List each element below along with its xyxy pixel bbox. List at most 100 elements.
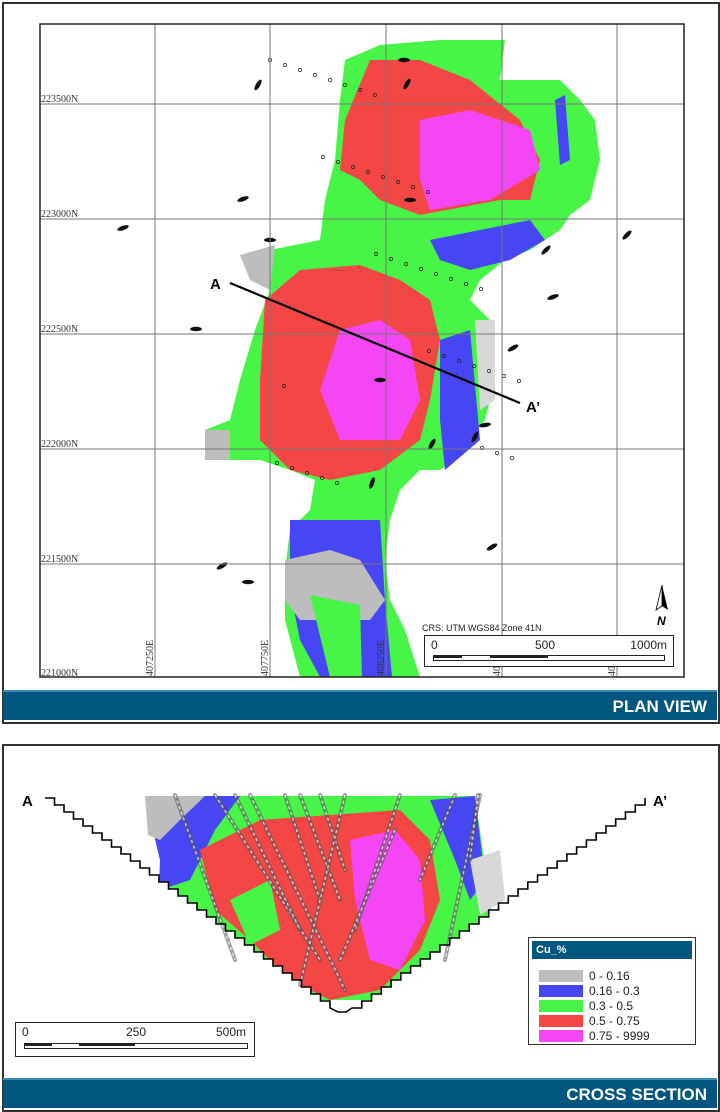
drillhole-collar — [374, 377, 386, 383]
drillhole-collar — [320, 476, 324, 480]
cross-section-banner: CROSS SECTION — [3, 1078, 717, 1108]
legend-label: 0.5 - 0.75 — [589, 1013, 640, 1028]
plan-view-banner: PLAN VIEW — [3, 690, 717, 720]
legend-label: 0.75 - 9999 — [589, 1028, 650, 1043]
section-magenta — [350, 830, 425, 970]
north-arrow-icon: N — [655, 584, 668, 628]
section-green-patch — [230, 880, 280, 945]
northing-label: 3221500N — [36, 554, 78, 565]
zone-blue-ne — [555, 95, 570, 165]
easting-label: 40 — [607, 666, 618, 676]
zone-magenta-south — [320, 320, 420, 440]
drillhole-collar — [517, 379, 521, 383]
plan-map[interactable]: 3223500N 3223000N 3222500N 3222000N 3221… — [36, 24, 684, 679]
map-frame — [39, 23, 685, 678]
legend-label: 0 - 0.16 — [589, 968, 630, 983]
section-gray — [145, 796, 205, 840]
drillhole-collar — [457, 359, 461, 363]
drillhole-collar — [336, 160, 340, 164]
easting-labels: 407250E 407750E 408250E 40 40 — [145, 640, 618, 676]
crs-label: CRS: UTM WGS84 Zone 41N — [422, 623, 542, 633]
drillhole-collar — [471, 431, 479, 443]
drillhole-trace — [234, 794, 301, 931]
legend-item: 0.3 - 0.5 — [539, 998, 695, 1013]
drillhole-collar — [479, 422, 491, 428]
map-grid — [40, 24, 684, 677]
legend-swatch — [539, 999, 583, 1012]
northing-label: 3223000N — [36, 209, 78, 220]
block-model-plan — [205, 40, 600, 677]
easting-label: 40 — [492, 666, 503, 676]
zone-gray-west — [205, 430, 230, 460]
cross-section-start-label: A — [22, 793, 33, 810]
drillhole-collar — [373, 93, 377, 97]
drillhole-collar — [427, 349, 431, 353]
drillhole-collar — [275, 461, 279, 465]
drillhole-collar — [389, 257, 393, 261]
legend-item: 0.5 - 0.75 — [539, 1013, 695, 1028]
drillhole-trace — [174, 794, 236, 961]
drillhole-collar — [321, 155, 325, 159]
cross-section-panel — [2, 744, 720, 1112]
drillhole-trace — [469, 794, 479, 861]
legend-swatch — [539, 1029, 583, 1042]
scale-label: 250 — [126, 1025, 147, 1039]
zone-magenta-north — [420, 110, 540, 210]
zone-green-south — [310, 595, 362, 677]
scale-label: 0 — [431, 638, 438, 652]
drillhole-collar — [242, 579, 254, 585]
drillhole-collar — [216, 562, 228, 570]
plan-scale-bar: 0 500 1000m — [424, 635, 674, 667]
drillhole-collar — [419, 267, 423, 271]
legend-title: Cu_% — [532, 941, 692, 959]
drillhole-collar — [343, 83, 347, 87]
section-line[interactable] — [229, 281, 521, 405]
drillhole-collar — [237, 196, 249, 202]
plan-view-panel — [2, 2, 720, 724]
drillhole-trace — [418, 793, 457, 882]
drillhole-collar — [404, 262, 408, 266]
drillhole-collar — [403, 78, 411, 90]
northing-labels: 3223500N 3223000N 3222500N 3222000N 3221… — [36, 94, 78, 679]
drillhole-collar — [510, 456, 514, 460]
legend-label: 0.3 - 0.5 — [589, 998, 634, 1013]
drillhole-collar — [434, 272, 438, 276]
drillhole-collar — [369, 477, 375, 489]
zone-blue-mid — [440, 330, 480, 470]
drillhole-collar — [486, 543, 498, 551]
drillhole-collar — [396, 180, 400, 184]
legend-swatch — [539, 1014, 583, 1027]
drillhole-trace — [214, 794, 321, 961]
scale-label: 500 — [535, 638, 556, 652]
drillhole-collar — [480, 446, 484, 450]
drillhole-collar — [254, 79, 262, 91]
drillhole-collar — [282, 384, 286, 388]
section-start-label: A — [210, 276, 221, 293]
drillhole-collar — [442, 354, 446, 358]
zone-blue-east — [430, 220, 545, 270]
scale-label: 0 — [22, 1025, 29, 1039]
drillhole-collar — [622, 230, 632, 240]
drillhole-collar — [479, 287, 483, 291]
section-end-label: A’ — [526, 399, 540, 416]
drillhole-collar — [117, 225, 129, 231]
drillhole-collar — [502, 374, 506, 378]
drillhole-trace — [319, 794, 346, 871]
drillhole-collar — [411, 185, 415, 189]
drillhole-collar — [351, 165, 355, 169]
drillholes-section — [173, 793, 482, 992]
drillhole-trace — [444, 794, 481, 961]
scale-label: 500m — [215, 1025, 246, 1039]
drillhole-trace — [338, 828, 397, 962]
block-model-section — [145, 796, 505, 1000]
drillhole-collar — [541, 245, 551, 255]
drillhole-collar — [449, 277, 453, 281]
drillhole-collar — [547, 294, 559, 300]
northing-label: 3222000N — [36, 439, 78, 450]
pit-profile — [45, 797, 646, 1013]
northing-label: 3221000N — [36, 668, 78, 679]
section-gray-right — [470, 850, 505, 915]
drillhole-collar — [404, 197, 416, 203]
drillhole-collar — [190, 326, 202, 332]
